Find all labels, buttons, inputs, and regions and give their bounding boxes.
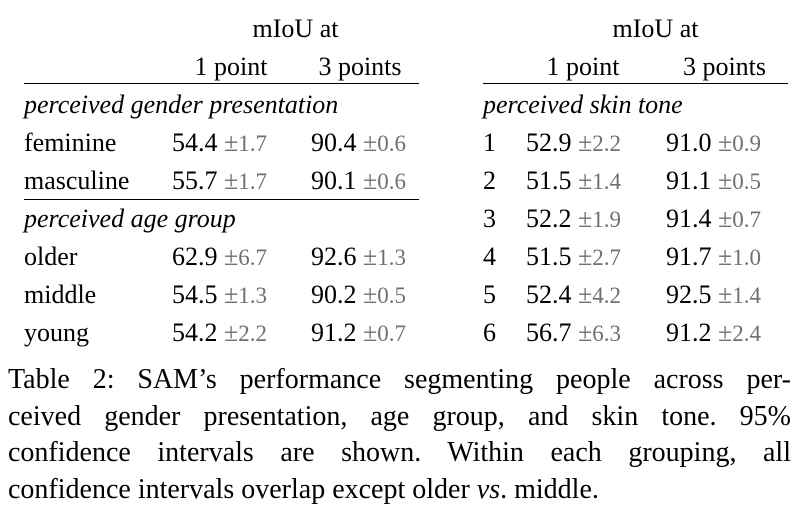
value-1-point: 54.2 ±2.2 (172, 318, 268, 347)
value-1-point: 56.7 ±6.3 (526, 318, 622, 347)
table-header-row-1: mIoU at (483, 10, 788, 48)
header-rule (24, 83, 419, 85)
value-1-point: 54.5 ±1.3 (172, 280, 268, 309)
row-label: 1 (483, 128, 496, 157)
header-col-1-point: 1 point (194, 52, 268, 81)
table-row: 5 52.4 ±4.2 92.5 ±1.4 (483, 276, 788, 314)
header-col-3-points: 3 points (318, 52, 402, 81)
row-label: middle (24, 280, 97, 309)
row-label: 5 (483, 280, 496, 309)
table-row: 2 51.5 ±1.4 91.1 ±0.5 (483, 162, 788, 200)
value-3-points: 91.0 ±0.9 (666, 128, 762, 157)
table-skin-tone: mIoU at 1 point 3 points perceived skin … (483, 10, 788, 352)
caption-line: confidence intervals are shown. Within e… (8, 437, 791, 468)
group-title-row: perceived age group (24, 200, 419, 238)
value-3-points: 92.6 ±1.3 (311, 242, 407, 271)
table-header-row-2: 1 point 3 points (483, 48, 788, 86)
table-row: masculine 55.7 ±1.7 90.1 ±0.6 (24, 162, 419, 200)
value-1-point: 62.9 ±6.7 (172, 242, 268, 271)
table-row: older 62.9 ±6.7 92.6 ±1.3 (24, 238, 419, 276)
value-1-point: 54.4 ±1.7 (172, 128, 268, 157)
group-rule (24, 199, 419, 201)
value-3-points: 90.1 ±0.6 (311, 166, 407, 195)
table-gender-age: mIoU at 1 point 3 points perceived gende… (24, 10, 419, 352)
row-label: 6 (483, 318, 496, 347)
header-col-3-points: 3 points (682, 52, 767, 81)
table-row: feminine 54.4 ±1.7 90.4 ±0.6 (24, 124, 419, 162)
value-1-point: 55.7 ±1.7 (172, 166, 268, 195)
caption-vs-italic: vs (476, 473, 501, 505)
row-label: masculine (24, 166, 130, 195)
group-title-row: perceived skin tone (483, 86, 788, 124)
table-row: middle 54.5 ±1.3 90.2 ±0.5 (24, 276, 419, 314)
value-3-points: 91.4 ±0.7 (666, 204, 762, 233)
group-title-gender: perceived gender presentation (24, 90, 339, 119)
table-row: 1 52.9 ±2.2 91.0 ±0.9 (483, 124, 788, 162)
header-col-1-point: 1 point (546, 52, 620, 81)
value-3-points: 91.2 ±2.4 (666, 318, 762, 347)
value-1-point: 52.9 ±2.2 (526, 128, 622, 157)
row-label: 3 (483, 204, 496, 233)
row-label: older (24, 242, 78, 271)
caption-line: Table 2: SAM’s performance segmenting pe… (8, 364, 791, 395)
header-rule (483, 83, 788, 85)
table-row: young 54.2 ±2.2 91.2 ±0.7 (24, 314, 419, 352)
header-miou-at: mIoU at (252, 14, 339, 43)
value-3-points: 91.7 ±1.0 (666, 242, 762, 271)
value-3-points: 92.5 ±1.4 (666, 280, 762, 309)
value-3-points: 91.1 ±0.5 (666, 166, 762, 195)
value-3-points: 90.4 ±0.6 (311, 128, 407, 157)
table-row: 3 52.2 ±1.9 91.4 ±0.7 (483, 200, 788, 238)
caption-line: confidence intervals overlap except olde… (8, 473, 599, 505)
row-label: 2 (483, 166, 496, 195)
table-header-row-2: 1 point 3 points (24, 48, 419, 86)
table-row: 6 56.7 ±6.3 91.2 ±2.4 (483, 314, 788, 352)
row-label: feminine (24, 128, 117, 157)
group-title-row: perceived gender presentation (24, 86, 419, 124)
value-3-points: 90.2 ±0.5 (311, 280, 407, 309)
value-1-point: 51.5 ±2.7 (526, 242, 622, 271)
value-1-point: 51.5 ±1.4 (526, 166, 622, 195)
header-miou-at: mIoU at (612, 14, 699, 43)
table-caption: Table 2: SAM’s performance segmenting pe… (8, 362, 791, 508)
group-title-skin-tone: perceived skin tone (483, 90, 683, 119)
table-header-row-1: mIoU at (24, 10, 419, 48)
value-1-point: 52.2 ±1.9 (526, 204, 622, 233)
table-row: 4 51.5 ±2.7 91.7 ±1.0 (483, 238, 788, 276)
caption-line: ceived gender presentation, age group, a… (8, 400, 791, 432)
group-title-age: perceived age group (24, 204, 236, 233)
row-label: young (24, 318, 89, 347)
value-3-points: 91.2 ±0.7 (311, 318, 407, 347)
row-label: 4 (483, 242, 496, 271)
value-1-point: 52.4 ±4.2 (526, 280, 622, 309)
